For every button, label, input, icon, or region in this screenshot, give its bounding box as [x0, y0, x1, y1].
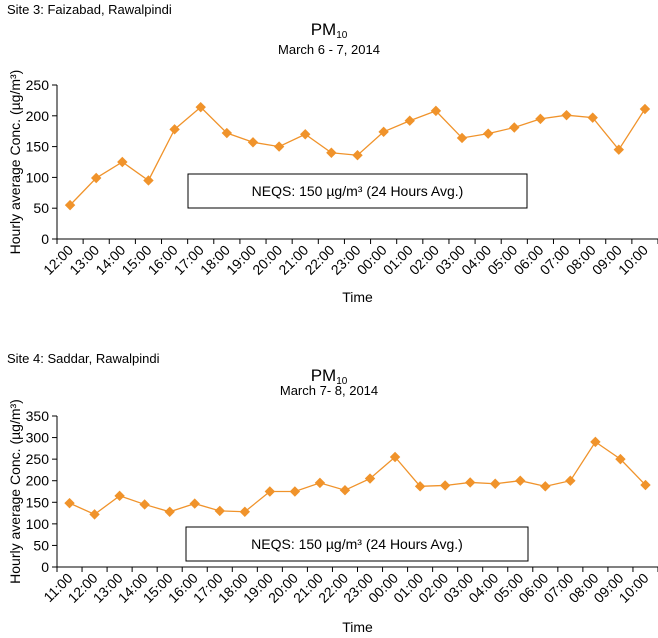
data-point-marker: [378, 126, 389, 138]
data-point-marker: [587, 112, 598, 123]
data-point-marker: [590, 436, 601, 448]
data-point-marker: [189, 498, 200, 509]
x-axis-label: Time: [342, 289, 373, 305]
data-point-marker: [615, 453, 626, 465]
data-point-marker: [164, 506, 175, 517]
data-point-marker: [515, 475, 526, 486]
y-tick-label: 0: [41, 559, 49, 575]
data-point-marker: [89, 509, 100, 520]
data-point-marker: [300, 129, 311, 140]
neqs-annotation-text: NEQS: 150 µg/m³ (24 Hours Avg.): [252, 183, 464, 199]
data-point-marker: [464, 477, 476, 488]
neqs-annotation-box: [187, 173, 528, 209]
data-point-marker: [561, 109, 572, 121]
data-point-marker: [214, 505, 225, 517]
data-point-marker: [264, 486, 276, 497]
data-point-marker: [565, 475, 576, 486]
chart-title-main: PM: [310, 20, 337, 39]
data-point-marker: [404, 115, 415, 126]
series-line: [69, 440, 646, 516]
y-tick-label: 200: [26, 108, 50, 124]
data-point-marker: [339, 484, 351, 496]
data-point-marker: [352, 150, 363, 161]
chart-title-main: PM: [310, 366, 337, 385]
data-point-marker: [289, 486, 301, 497]
data-point-marker: [439, 480, 451, 491]
y-tick-label: 350: [26, 408, 50, 424]
y-tick-label: 50: [33, 200, 49, 216]
data-point-marker: [143, 175, 154, 186]
y-tick-label: 150: [26, 494, 50, 510]
data-point-marker: [639, 103, 651, 115]
data-point-marker: [326, 147, 337, 158]
data-point-marker: [139, 499, 150, 510]
data-point-marker: [64, 199, 76, 211]
chart-subtitle: March 7- 8, 2014: [279, 383, 379, 398]
data-point-marker: [414, 481, 426, 492]
y-tick-label: 100: [26, 516, 50, 532]
chart-subtitle: March 6 - 7, 2014: [278, 42, 380, 57]
data-point-marker: [117, 156, 128, 168]
y-tick-label: 150: [26, 139, 50, 155]
y-axis-label: Hourly average Conc. (µg/m³): [7, 399, 23, 584]
data-point-marker: [169, 124, 180, 135]
data-point-marker: [613, 144, 625, 155]
x-axis-label: Time: [342, 619, 373, 635]
chart-title-sub: 10: [336, 30, 348, 41]
neqs-annotation-box: [185, 526, 529, 562]
chart-panel-site3: Site 3: Faizabad, Rawalpindi PM10 March …: [0, 0, 658, 310]
y-tick-label: 0: [41, 231, 49, 247]
data-point-marker: [239, 506, 251, 517]
data-point-marker: [482, 128, 494, 139]
data-point-marker: [430, 105, 442, 117]
chart-title-sub: 10: [336, 376, 348, 387]
data-point-marker: [114, 490, 125, 502]
y-tick-label: 200: [26, 473, 50, 489]
chart-title: PM10: [0, 366, 658, 387]
data-point-marker: [90, 172, 102, 184]
y-tick-label: 250: [26, 77, 50, 93]
data-point-marker: [314, 477, 326, 489]
y-tick-label: 100: [26, 169, 50, 185]
y-tick-label: 250: [26, 451, 50, 467]
data-point-marker: [535, 113, 546, 125]
data-point-marker: [389, 451, 401, 463]
data-point-marker: [456, 132, 468, 144]
site-label: Site 4: Saddar, Rawalpindi: [7, 351, 160, 366]
data-point-marker: [490, 478, 501, 489]
y-axis-label: Hourly average Conc. (µg/m³): [7, 70, 23, 255]
data-point-marker: [221, 127, 233, 139]
neqs-annotation-text: NEQS: 150 µg/m³ (24 Hours Avg.): [251, 536, 463, 552]
data-point-marker: [64, 497, 75, 509]
site-label: Site 3: Faizabad, Rawalpindi: [7, 2, 172, 17]
data-point-marker: [247, 137, 259, 148]
y-tick-label: 300: [26, 430, 50, 446]
line-chart-site3: 05010015020025012:0013:0014:0015:0016:00…: [7, 70, 658, 305]
x-tick-label: 10:00: [616, 570, 652, 606]
data-point-marker: [509, 122, 520, 133]
data-point-marker: [273, 141, 285, 152]
data-point-marker: [364, 473, 376, 484]
data-point-marker: [540, 481, 551, 492]
data-point-marker: [640, 479, 651, 491]
y-tick-label: 50: [33, 537, 49, 553]
chart-title: PM10: [0, 20, 658, 41]
data-point-marker: [195, 101, 206, 113]
